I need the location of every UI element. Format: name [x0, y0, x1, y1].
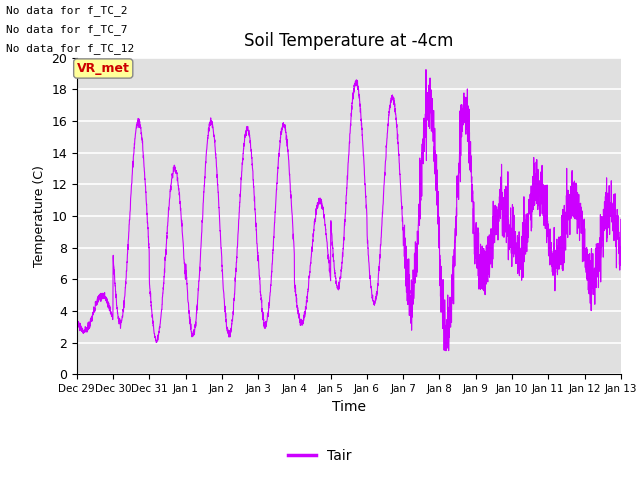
- Tair: [189, 330, 197, 336]
- Tair: [402, 282, 410, 288]
- Legend: Tair: Tair: [283, 443, 357, 468]
- Text: No data for f_TC_7: No data for f_TC_7: [6, 24, 128, 35]
- Tair: [422, 67, 430, 72]
- Tair: [617, 216, 625, 222]
- Text: No data for f_TC_2: No data for f_TC_2: [6, 5, 128, 16]
- Line: Tair: Tair: [77, 70, 621, 350]
- Y-axis label: Temperature (C): Temperature (C): [33, 165, 45, 267]
- X-axis label: Time: Time: [332, 400, 366, 414]
- Tair: [617, 244, 625, 250]
- Title: Soil Temperature at -4cm: Soil Temperature at -4cm: [244, 33, 454, 50]
- Text: VR_met: VR_met: [77, 62, 130, 75]
- Tair: [412, 279, 419, 285]
- Tair: [566, 217, 573, 223]
- Tair: [73, 313, 81, 319]
- Text: No data for f_TC_12: No data for f_TC_12: [6, 43, 134, 54]
- Tair: [442, 348, 449, 353]
- Tair: [225, 330, 232, 336]
